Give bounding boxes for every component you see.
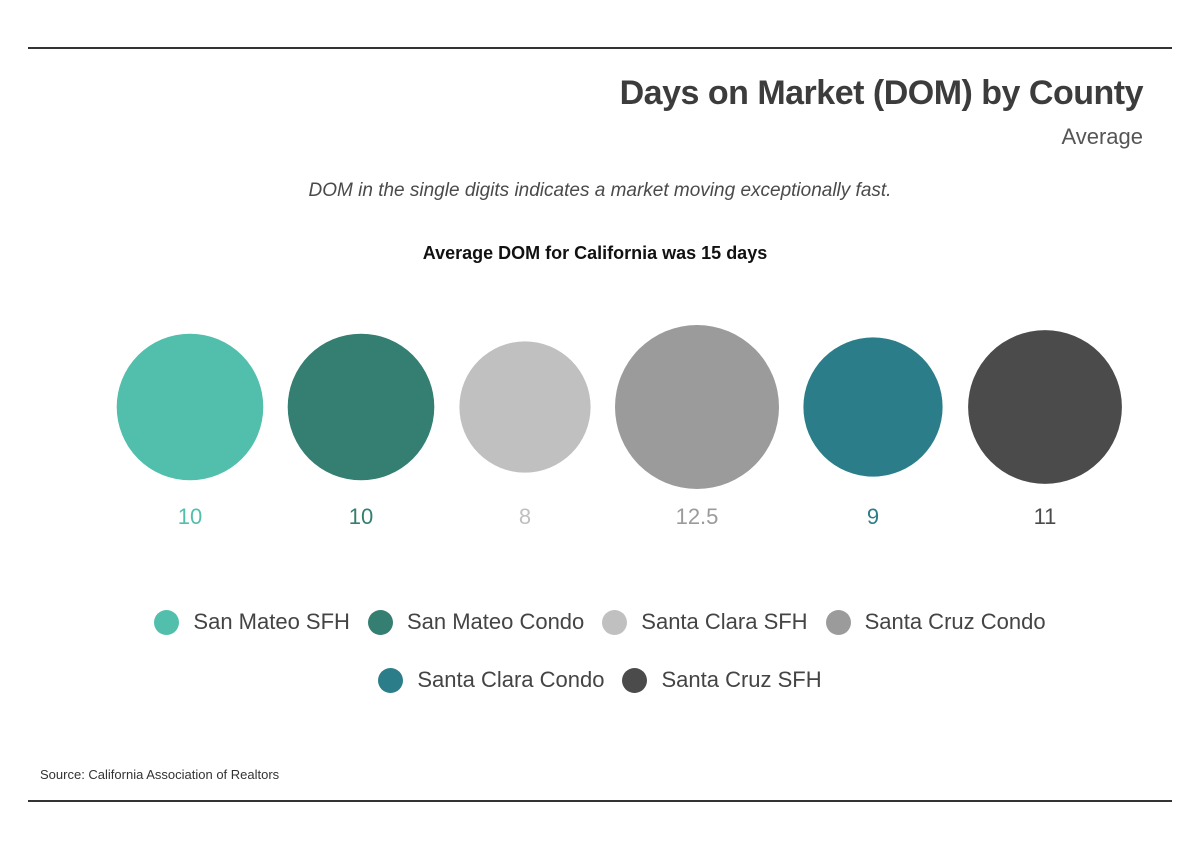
- bubble-santa-clara-condo: [803, 337, 943, 477]
- bubble-value-label: 9: [867, 504, 879, 529]
- bubble-value-label: 10: [178, 504, 202, 529]
- bottom-rule: [28, 800, 1172, 802]
- bubble-value-label: 11: [1034, 504, 1057, 529]
- chart-headline: Average DOM for California was 15 days: [422, 243, 768, 263]
- bubble-santa-clara-sfh: [459, 341, 591, 473]
- bubble-san-mateo-condo: [287, 333, 435, 481]
- bubble-value-label: 10: [349, 504, 373, 529]
- bubble-san-mateo-sfh: [116, 333, 264, 481]
- legend-swatch: [367, 609, 393, 635]
- legend-item-san-mateo-condo: San Mateo Condo: [367, 608, 585, 636]
- chart-subtitle: Average: [1061, 124, 1143, 149]
- chart-legend: San Mateo SFH San Mateo Condo Santa Clara …: [60, 608, 1140, 694]
- legend-label: Santa Clara Condo: [417, 667, 605, 692]
- legend-label: San Mateo Condo: [406, 609, 585, 634]
- legend-label: Santa Clara SFH: [641, 609, 808, 634]
- source-note: Source: California Association of Realto…: [40, 767, 280, 782]
- legend-swatch: [622, 667, 648, 693]
- legend-item-santa-clara-sfh: Santa Clara SFH: [602, 608, 808, 636]
- legend-label: San Mateo SFH: [193, 609, 350, 634]
- legend-item-santa-cruz-sfh: Santa Cruz SFH: [622, 666, 822, 694]
- legend-item-santa-cruz-condo: Santa Cruz Condo: [825, 608, 1046, 636]
- legend-item-san-mateo-sfh: San Mateo SFH: [154, 608, 350, 636]
- bubble-santa-cruz-condo: [615, 325, 779, 489]
- chart-note: DOM in the single digits indicates a mar…: [308, 180, 892, 201]
- legend-label: Santa Cruz SFH: [661, 667, 822, 692]
- bubble-chart: 10 10 8 12.5 9 11: [116, 325, 1122, 529]
- bubble-santa-cruz-sfh: [968, 330, 1122, 484]
- legend-label: Santa Cruz Condo: [864, 609, 1046, 634]
- chart-title: Days on Market (DOM) by County: [619, 74, 1144, 112]
- legend-item-santa-clara-condo: Santa Clara Condo: [378, 666, 604, 694]
- top-rule: [28, 47, 1172, 49]
- legend-swatch: [825, 609, 851, 635]
- legend-swatch: [154, 609, 180, 635]
- bubble-value-label: 8: [519, 504, 531, 529]
- legend-swatch: [378, 667, 404, 693]
- legend-swatch: [602, 609, 628, 635]
- bubble-value-label: 12.5: [676, 504, 719, 529]
